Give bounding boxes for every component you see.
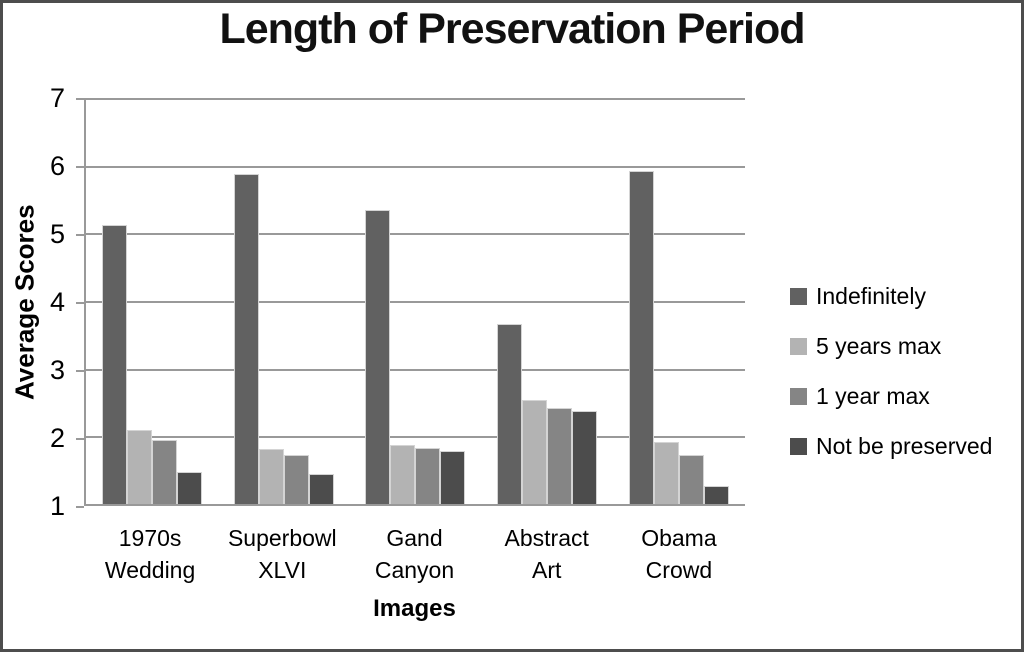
y-tick-mark <box>76 370 84 373</box>
y-tick-label: 5 <box>49 219 65 250</box>
y-tick-label: 7 <box>49 83 65 113</box>
x-category-label-text: Gand Canyon <box>374 525 455 583</box>
bar <box>415 447 441 504</box>
y-tick-label: 2 <box>49 423 65 454</box>
bar-group <box>350 98 482 504</box>
bar-group <box>613 98 745 504</box>
bar <box>497 324 523 504</box>
gridline <box>86 233 745 236</box>
gridline <box>86 98 745 100</box>
x-category-label-text: Obama Crowd <box>641 525 717 583</box>
y-tick-label: 3 <box>49 355 65 386</box>
bar <box>151 439 177 504</box>
x-category-label-text: Abstract Art <box>504 525 589 583</box>
legend-swatch <box>790 337 807 355</box>
legend-label: Indefinitely <box>816 282 926 309</box>
legend-swatch <box>790 437 807 455</box>
bar <box>283 454 309 504</box>
bar <box>654 442 680 504</box>
bar <box>704 486 730 504</box>
legend-item: 5 years max <box>790 332 992 359</box>
legend-item: 1 year max <box>790 382 992 409</box>
x-axis-title: Images <box>373 595 456 622</box>
bar <box>365 209 391 504</box>
bar <box>440 450 466 504</box>
bar <box>390 445 416 504</box>
bar <box>308 473 334 504</box>
legend-item: Indefinitely <box>790 282 992 309</box>
legend: Indefinitely 5 years max 1 year max Not be … <box>790 282 993 459</box>
legend-swatch <box>790 387 807 405</box>
bar <box>629 171 655 504</box>
bar <box>176 471 202 504</box>
bar <box>101 224 127 504</box>
bar-group <box>218 98 350 504</box>
gridline <box>86 165 745 168</box>
legend-item: Not be preserved <box>790 432 993 459</box>
bar <box>233 173 259 504</box>
x-category-label: 1970s Wedding <box>84 522 216 586</box>
y-tick-marks <box>76 98 84 508</box>
x-category-label-text: 1970s Wedding <box>104 525 196 583</box>
y-tick-mark <box>76 166 84 168</box>
x-category-label: Obama Crowd <box>613 522 745 586</box>
y-tick-label: 4 <box>49 287 65 317</box>
x-category-label: Gand Canyon <box>348 522 480 586</box>
x-category-labels: 1970s Wedding Superbowl XLVI Gand Canyon Ab… <box>84 522 745 586</box>
y-tick-mark <box>76 302 84 304</box>
bar <box>522 400 548 504</box>
y-tick-labels: 1 2 3 4 5 6 7 <box>29 84 65 520</box>
bar-group <box>86 98 218 504</box>
legend-label: 5 years max <box>816 332 942 359</box>
bar-groups <box>86 98 745 504</box>
gridline <box>86 301 745 303</box>
gridline <box>86 368 745 371</box>
legend-label: 1 year max <box>816 382 930 409</box>
x-category-label: Superbowl XLVI <box>216 522 348 586</box>
y-tick-label: 1 <box>49 491 65 521</box>
y-tick-mark <box>76 438 84 441</box>
bar <box>572 410 598 504</box>
y-tick-mark <box>76 234 84 237</box>
chart-title: Length of Preservation Period <box>219 5 805 53</box>
legend-swatch <box>790 287 807 305</box>
x-category-label-text: Superbowl XLVI <box>227 525 337 583</box>
legend-label: Not be preserved <box>816 432 993 459</box>
gridline <box>86 436 745 439</box>
bar <box>258 448 284 504</box>
y-tick-mark <box>76 506 84 508</box>
bar <box>547 407 573 504</box>
y-tick-mark <box>76 98 84 100</box>
y-tick-label: 6 <box>49 151 65 181</box>
bar-group <box>481 98 613 504</box>
x-category-label: Abstract Art <box>481 522 613 586</box>
bar <box>679 454 705 504</box>
plot-area <box>84 98 745 506</box>
bar <box>126 429 152 504</box>
